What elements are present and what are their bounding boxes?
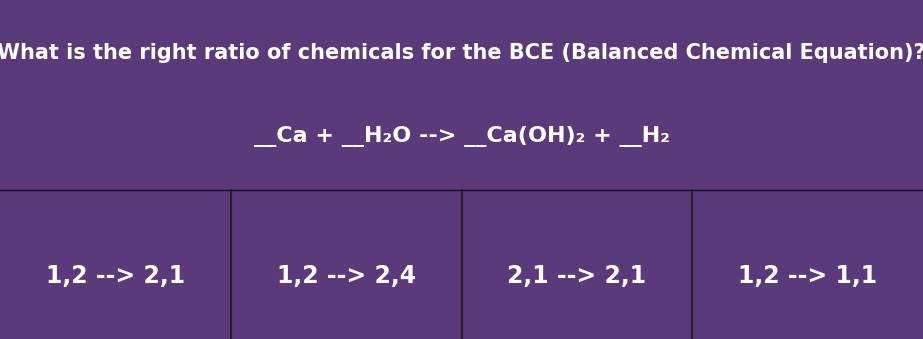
Text: What is the right ratio of chemicals for the BCE (Balanced Chemical Equation)?: What is the right ratio of chemicals for…	[0, 43, 923, 63]
Text: 1,2 --> 2,4: 1,2 --> 2,4	[277, 264, 415, 288]
Text: 2,1 --> 2,1: 2,1 --> 2,1	[508, 264, 646, 288]
Text: 1,2 --> 1,1: 1,2 --> 1,1	[738, 264, 877, 288]
Text: 1,2 --> 2,1: 1,2 --> 2,1	[46, 264, 185, 288]
Text: __Ca + __H₂O --> __Ca(OH)₂ + __H₂: __Ca + __H₂O --> __Ca(OH)₂ + __H₂	[254, 126, 669, 147]
